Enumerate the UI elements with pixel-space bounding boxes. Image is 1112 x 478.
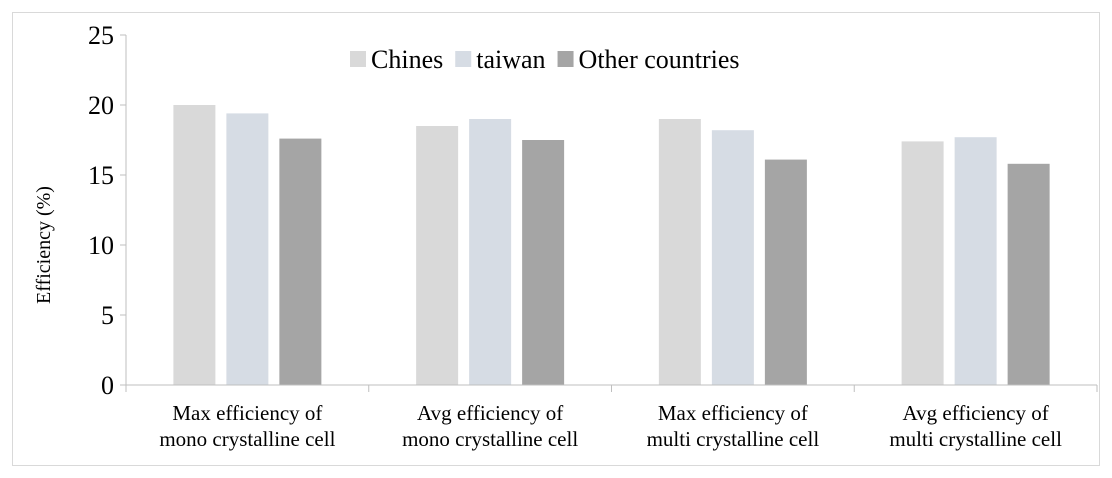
x-category-label: mono crystalline cell (402, 427, 578, 451)
y-tick-label: 0 (101, 371, 114, 400)
x-category-label: multi crystalline cell (889, 427, 1062, 451)
bars-layer (173, 105, 1050, 386)
legend: Chines taiwan Other countries (350, 45, 740, 74)
bar-taiwan-2 (469, 119, 512, 385)
bar-other-countries-1 (279, 138, 322, 385)
legend-label-other-countries: Other countries (579, 45, 740, 74)
bar-chines-3 (658, 119, 701, 385)
legend-swatch-other-countries (557, 51, 574, 67)
y-tick-label: 20 (88, 91, 114, 120)
bar-chines-2 (416, 126, 459, 385)
x-category-label: multi crystalline cell (647, 427, 820, 451)
x-category-label: Max efficiency of (172, 401, 322, 425)
y-tick-label: 25 (88, 21, 114, 50)
chart-frame (12, 12, 1100, 466)
bar-taiwan-1 (226, 113, 269, 386)
y-tick-label: 15 (88, 161, 114, 190)
x-category-label: Max efficiency of (658, 401, 808, 425)
bar-chines-4 (901, 141, 944, 385)
bar-other-countries-3 (764, 159, 807, 385)
bar-chines-1 (173, 105, 216, 385)
x-category-label: Avg efficiency of (903, 401, 1049, 425)
legend-swatch-taiwan (455, 51, 472, 67)
legend-label-chines: Chines (371, 45, 443, 74)
bar-other-countries-4 (1007, 163, 1050, 385)
legend-swatch-chines (350, 51, 366, 67)
y-tick-label: 5 (101, 301, 114, 330)
x-category-label: mono crystalline cell (159, 427, 335, 451)
y-tick-label: 10 (88, 231, 114, 260)
legend-label-taiwan: taiwan (476, 45, 545, 74)
y-axis-title: Efficiency (%) (33, 186, 55, 304)
bar-other-countries-2 (522, 140, 565, 385)
axes-layer (120, 34, 1098, 392)
x-category-label: Avg efficiency of (417, 401, 563, 425)
bar-taiwan-4 (954, 137, 997, 385)
bar-taiwan-3 (711, 130, 754, 385)
